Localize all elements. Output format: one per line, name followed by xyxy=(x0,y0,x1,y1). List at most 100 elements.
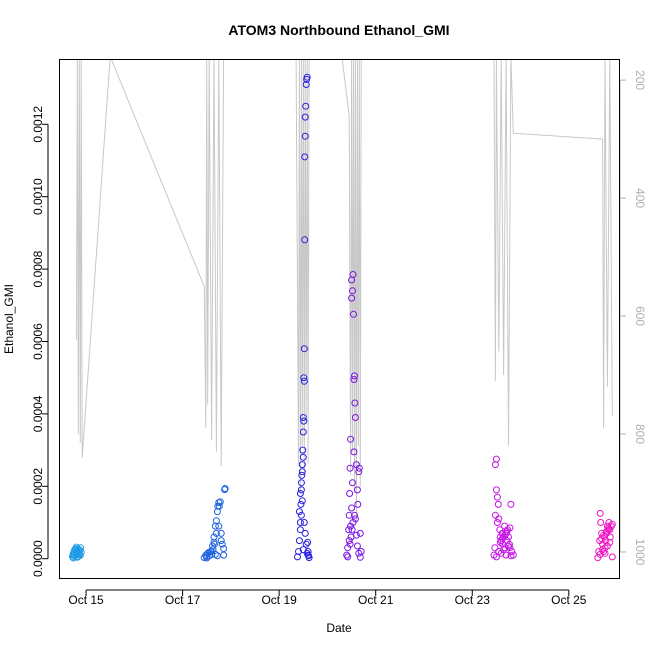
data-point xyxy=(608,520,616,528)
data-point xyxy=(492,455,500,463)
data-point xyxy=(295,537,303,545)
data-point xyxy=(347,522,355,530)
data-point xyxy=(215,522,223,530)
data-point xyxy=(356,553,364,561)
data-point xyxy=(603,528,610,535)
data-point xyxy=(299,453,307,461)
pressure-trace-layer xyxy=(75,59,613,523)
x-tick-label: Oct 17 xyxy=(165,593,201,607)
data-point xyxy=(351,372,358,380)
data-points-layer xyxy=(69,73,616,562)
data-point xyxy=(606,538,614,546)
y-axis-label: Ethanol_GMI xyxy=(2,284,16,354)
data-point xyxy=(507,500,515,508)
plot-frame xyxy=(59,59,620,579)
pressure-trace-line xyxy=(75,59,613,523)
data-point xyxy=(354,500,362,508)
data-point xyxy=(356,529,364,537)
series-3 xyxy=(294,73,313,562)
x-tick-label: Oct 25 xyxy=(551,593,587,607)
series-4 xyxy=(343,271,365,561)
data-point xyxy=(296,519,304,526)
data-point xyxy=(491,544,499,552)
x-tick-label: Oct 19 xyxy=(261,593,297,607)
data-point xyxy=(491,511,499,519)
data-point xyxy=(496,538,504,546)
data-point xyxy=(72,550,80,558)
right-tick-label: 400 xyxy=(633,188,647,208)
data-point xyxy=(300,417,308,425)
data-point xyxy=(345,526,353,534)
data-point xyxy=(300,519,308,526)
data-point xyxy=(300,377,308,385)
data-point xyxy=(215,502,223,510)
y-tick-label: 0.0010 xyxy=(31,178,45,215)
data-point xyxy=(295,548,302,555)
data-point xyxy=(606,533,614,541)
data-point xyxy=(348,294,356,302)
data-point xyxy=(604,524,612,532)
y-tick-label: 0.0008 xyxy=(31,250,45,287)
right-tick-label: 1000 xyxy=(633,539,647,566)
x-tick-label: Oct 15 xyxy=(68,593,104,607)
data-point xyxy=(295,508,303,516)
data-point xyxy=(297,511,305,519)
data-point xyxy=(217,537,225,545)
data-point xyxy=(346,540,354,548)
data-point xyxy=(605,519,613,526)
series-2 xyxy=(200,485,229,562)
data-point xyxy=(349,479,356,487)
right-tick-label: 800 xyxy=(633,424,647,444)
data-point xyxy=(351,511,358,519)
right-tick-label: 200 xyxy=(633,70,647,90)
data-point xyxy=(301,236,309,244)
data-point xyxy=(304,538,312,546)
data-point xyxy=(493,519,501,526)
data-point xyxy=(598,535,606,543)
data-point xyxy=(221,485,229,492)
x-axis: Oct 15 Oct 17 Oct 19 Oct 21 Oct 23 Oct 25 xyxy=(68,589,587,607)
data-point xyxy=(353,486,361,494)
data-point xyxy=(348,526,356,534)
data-point xyxy=(349,519,357,526)
data-point xyxy=(596,509,604,517)
data-point xyxy=(494,500,502,508)
data-point xyxy=(353,542,361,550)
data-point xyxy=(297,486,305,494)
data-point xyxy=(346,490,354,497)
data-point xyxy=(349,271,357,278)
data-point xyxy=(203,554,211,562)
data-point xyxy=(299,446,307,454)
data-point xyxy=(296,490,304,497)
data-point xyxy=(300,345,308,353)
data-point xyxy=(501,544,509,552)
data-point xyxy=(302,540,310,548)
data-point xyxy=(349,287,356,295)
chart-title: ATOM3 Northbound Ethanol_GMI xyxy=(228,22,449,38)
data-point xyxy=(351,414,359,421)
data-point xyxy=(296,526,304,534)
data-point xyxy=(350,376,358,383)
data-point xyxy=(350,310,357,318)
data-point xyxy=(210,538,218,546)
data-point xyxy=(301,153,309,161)
data-point xyxy=(74,548,82,555)
data-point xyxy=(218,540,226,548)
data-point xyxy=(298,461,306,469)
data-point xyxy=(608,553,616,561)
data-point xyxy=(298,468,306,476)
data-point xyxy=(502,551,510,559)
data-point xyxy=(77,544,85,552)
data-point xyxy=(298,497,306,505)
data-point xyxy=(508,548,516,555)
series-6 xyxy=(594,509,616,562)
data-point xyxy=(301,529,309,537)
data-point xyxy=(493,493,501,501)
data-point xyxy=(301,113,309,121)
data-point xyxy=(348,504,356,512)
data-point xyxy=(351,515,359,523)
data-point xyxy=(298,471,306,479)
data-point xyxy=(210,533,218,541)
data-point xyxy=(344,544,352,552)
